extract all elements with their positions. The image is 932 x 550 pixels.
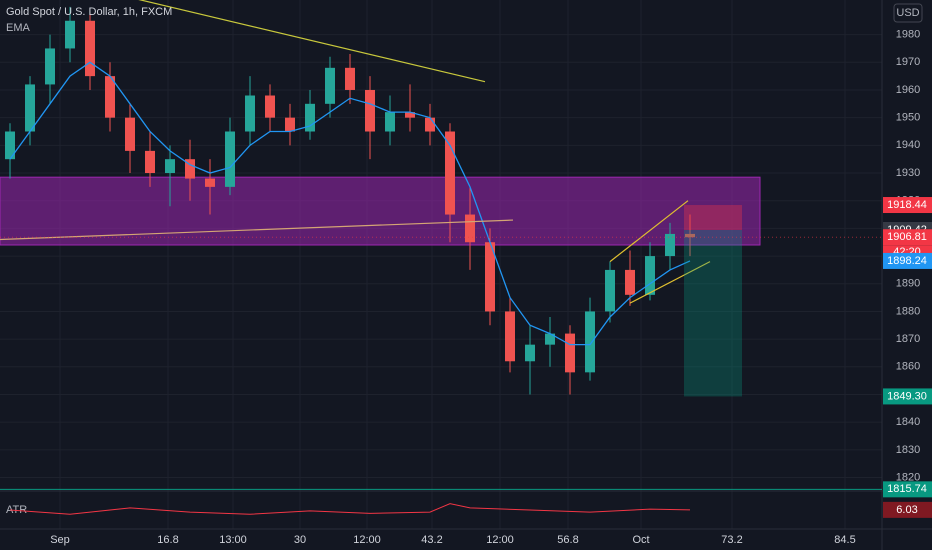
atr-line (9, 503, 691, 515)
y-tick-label: 1890 (896, 278, 920, 290)
x-tick-label: 16.8 (157, 534, 178, 546)
candle-body (505, 311, 515, 362)
y-tick-label: 1870 (896, 333, 920, 345)
candle-body (585, 311, 595, 373)
candle-body (485, 242, 495, 312)
ema-line (9, 61, 691, 346)
candle-body (605, 269, 615, 312)
x-tick-label: 13:00 (219, 534, 247, 546)
y-tick-label: 1930 (896, 167, 920, 179)
y-tick-label: 1940 (896, 139, 920, 151)
x-tick-label: 30 (294, 534, 306, 546)
candle-body (685, 233, 695, 238)
candle-body (105, 76, 115, 118)
price-tag (883, 388, 932, 405)
chart-title: Gold Spot / U.S. Dollar, 1h, FXCM (6, 6, 172, 18)
candle-body (165, 159, 175, 174)
candle-body (225, 131, 235, 187)
candle-body (245, 95, 255, 132)
y-tick-label: 1830 (896, 444, 920, 456)
candle-body (465, 214, 475, 243)
indicator-label: EMA (6, 22, 31, 34)
price-tag-label: 1906.81 (887, 231, 927, 243)
candle-body (185, 159, 195, 179)
candle-body (265, 95, 275, 118)
candle-body (45, 48, 55, 85)
candle-body (85, 20, 95, 77)
atr-tag (883, 501, 932, 518)
stop-zone (684, 205, 742, 230)
x-tick-label: 12:00 (486, 534, 514, 546)
price-tag-label: 1918.44 (887, 199, 927, 211)
atr-label: ATR (6, 504, 27, 516)
y-tick-label: 1970 (896, 56, 920, 68)
candle-body (365, 89, 375, 132)
y-tick-label: 1980 (896, 29, 920, 41)
candle-body (125, 117, 135, 151)
price-tag-label: 1815.74 (887, 483, 927, 495)
price-tag (883, 229, 932, 246)
candle-body (305, 103, 315, 132)
y-tick-label: 1950 (896, 112, 920, 124)
candle-body (645, 256, 655, 295)
candle-body (545, 333, 555, 345)
candle-body (405, 112, 415, 118)
countdown: 42:20 (893, 246, 921, 258)
candle-body (565, 333, 575, 373)
candle-body (285, 117, 295, 132)
y-tick-label: 1840 (896, 416, 920, 428)
candle-body (325, 67, 335, 104)
trendline (609, 200, 689, 263)
x-tick-label: 43.2 (421, 534, 442, 546)
atr-tag-label: 6.03 (896, 504, 917, 516)
candle-body (665, 233, 675, 257)
x-tick-label: 56.8 (557, 534, 578, 546)
candle-body (5, 131, 15, 160)
x-tick-label: Oct (632, 534, 649, 546)
x-tick-label: Sep (50, 534, 70, 546)
y-tick-label: 1860 (896, 361, 920, 373)
x-tick-label: 73.2 (721, 534, 742, 546)
candle-body (25, 84, 35, 132)
price-tag (883, 252, 932, 269)
trendline (0, 219, 514, 241)
target-zone (684, 229, 742, 397)
y-tick-label: 1960 (896, 84, 920, 96)
currency[interactable]: USD (896, 7, 919, 19)
y-tick-label: 1880 (896, 305, 920, 317)
price-tag-label: 1898.24 (887, 255, 927, 267)
candle-body (145, 150, 155, 174)
price-tag (883, 197, 932, 214)
candle-body (625, 269, 635, 295)
candle-body (445, 131, 455, 215)
candle-body (385, 112, 395, 132)
price-tag-label: 1849.30 (887, 390, 927, 402)
candle-body (65, 20, 75, 49)
y-tick-label: 1820 (896, 471, 920, 483)
x-tick-label: 12:00 (353, 534, 381, 546)
candle-body (525, 344, 535, 362)
zone (0, 176, 761, 246)
currency-button[interactable] (893, 3, 923, 23)
price-tag (883, 481, 932, 498)
trendline (629, 261, 711, 304)
x-tick-label: 84.5 (834, 534, 855, 546)
candle-body (205, 178, 215, 187)
trendline (138, 0, 486, 83)
candle-body (345, 67, 355, 90)
candle-body (425, 117, 435, 132)
